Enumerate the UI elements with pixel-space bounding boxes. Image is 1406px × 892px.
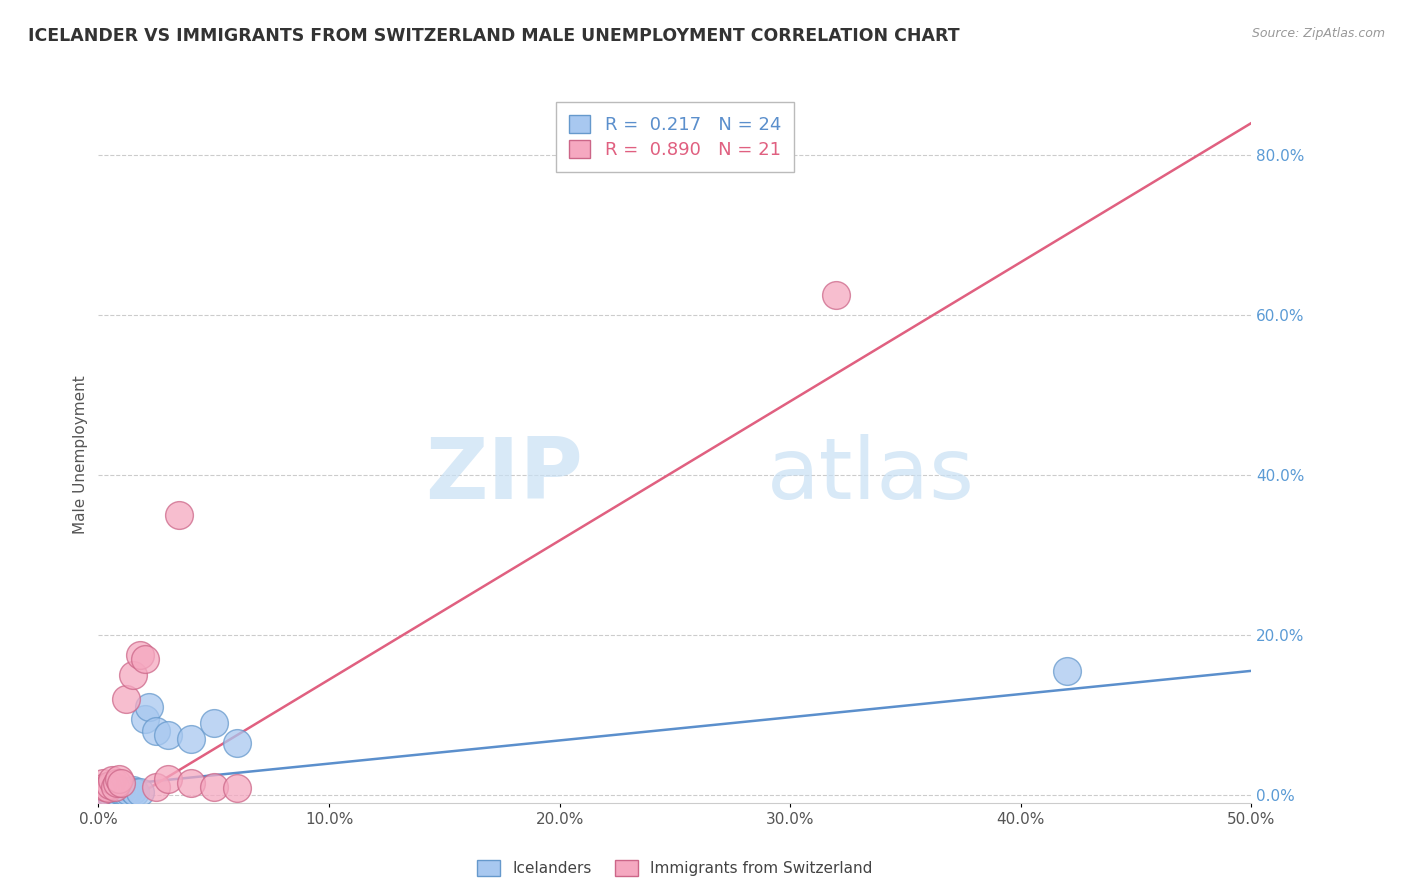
Point — [129, 785, 152, 799]
Point — [122, 668, 145, 682]
Point — [101, 773, 124, 788]
Text: Source: ZipAtlas.com: Source: ZipAtlas.com — [1251, 27, 1385, 40]
Point — [134, 712, 156, 726]
Point — [103, 780, 125, 794]
Point — [90, 784, 112, 798]
Point — [156, 772, 179, 786]
Point — [117, 784, 139, 798]
Point — [105, 776, 128, 790]
Text: ZIP: ZIP — [425, 434, 582, 517]
Point — [98, 778, 121, 792]
Point — [122, 783, 145, 797]
Point — [97, 781, 120, 796]
Point — [134, 652, 156, 666]
Point — [94, 780, 117, 794]
Point — [108, 772, 131, 786]
Point — [225, 781, 247, 796]
Point — [202, 780, 225, 794]
Text: atlas: atlas — [768, 434, 976, 517]
Point — [94, 784, 117, 798]
Point — [138, 699, 160, 714]
Point — [124, 784, 146, 798]
Point — [145, 780, 167, 794]
Point — [825, 288, 848, 302]
Point — [97, 783, 120, 797]
Point — [115, 691, 138, 706]
Legend: Icelanders, Immigrants from Switzerland: Icelanders, Immigrants from Switzerland — [468, 851, 882, 886]
Point — [103, 785, 125, 799]
Point — [145, 723, 167, 738]
Point — [91, 776, 114, 790]
Point — [225, 736, 247, 750]
Point — [110, 784, 132, 798]
Point — [108, 783, 131, 797]
Point — [110, 776, 132, 790]
Point — [156, 728, 179, 742]
Point — [129, 648, 152, 662]
Point — [180, 731, 202, 746]
Point — [90, 784, 112, 798]
Point — [98, 786, 121, 800]
Point — [180, 776, 202, 790]
Point — [167, 508, 190, 522]
Point — [1056, 664, 1078, 678]
Point — [105, 784, 128, 798]
Y-axis label: Male Unemployment: Male Unemployment — [73, 376, 89, 534]
Text: ICELANDER VS IMMIGRANTS FROM SWITZERLAND MALE UNEMPLOYMENT CORRELATION CHART: ICELANDER VS IMMIGRANTS FROM SWITZERLAND… — [28, 27, 960, 45]
Point — [101, 784, 124, 798]
Point — [91, 785, 114, 799]
Point — [112, 784, 135, 798]
Point — [115, 785, 138, 799]
Point — [202, 715, 225, 730]
